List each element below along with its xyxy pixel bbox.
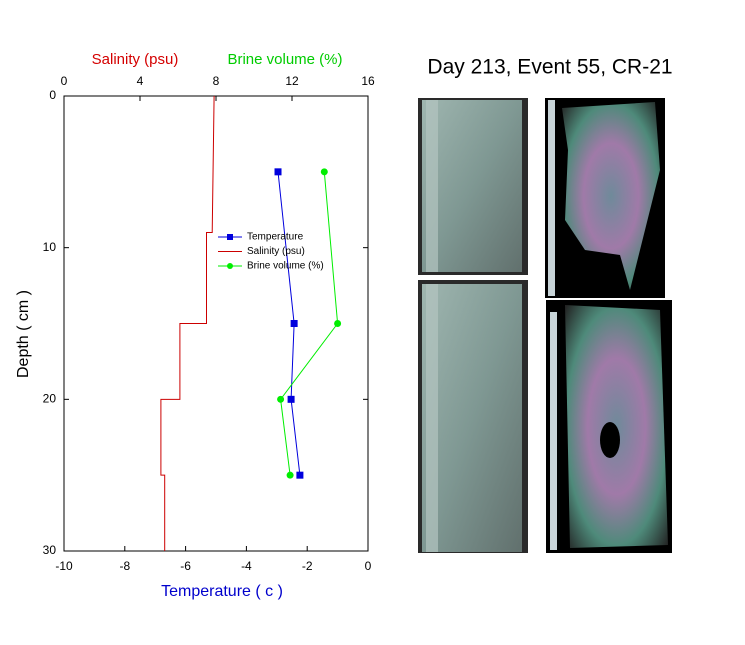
marker — [287, 395, 295, 403]
x2-tick-label: 12 — [285, 74, 299, 88]
series-line — [277, 171, 301, 476]
y-axis-label: Depth ( cm ) — [15, 290, 32, 378]
x-tick-label: -8 — [119, 559, 130, 573]
legend-label: Brine volume (%) — [247, 261, 324, 272]
core-photos — [418, 98, 672, 553]
marker — [277, 395, 285, 403]
series-line — [160, 95, 215, 551]
x2-tick-label: 8 — [213, 74, 220, 88]
x2-tick-label: 16 — [361, 74, 375, 88]
legend-label: Temperature — [247, 232, 304, 243]
top-axis-label: Salinity (psu) — [92, 51, 179, 68]
marker — [286, 471, 294, 479]
top-axis-label: Brine volume (%) — [227, 51, 342, 68]
marker — [274, 168, 282, 176]
marker — [290, 320, 298, 327]
x-axis-label: Temperature ( c ) — [161, 583, 283, 600]
x-tick-label: 0 — [365, 559, 372, 573]
marker — [334, 320, 342, 327]
legend-label: Salinity (psu) — [247, 246, 305, 257]
title: Day 213, Event 55, CR-21 — [427, 56, 672, 79]
legend-marker — [227, 263, 233, 269]
y-tick-label: 20 — [43, 392, 57, 406]
x-tick-label: -10 — [55, 559, 73, 573]
marker — [320, 168, 328, 176]
series-line — [280, 171, 339, 476]
y-tick-label: 0 — [49, 88, 56, 102]
y-tick-label: 10 — [43, 240, 57, 254]
x-tick-label: -6 — [180, 559, 191, 573]
y-tick-label: 30 — [43, 543, 57, 557]
x2-tick-label: 4 — [137, 74, 144, 88]
x2-tick-label: 0 — [61, 74, 68, 88]
marker — [296, 471, 304, 479]
legend-marker — [227, 234, 233, 240]
x-tick-label: -2 — [302, 559, 313, 573]
x-tick-label: -4 — [241, 559, 252, 573]
